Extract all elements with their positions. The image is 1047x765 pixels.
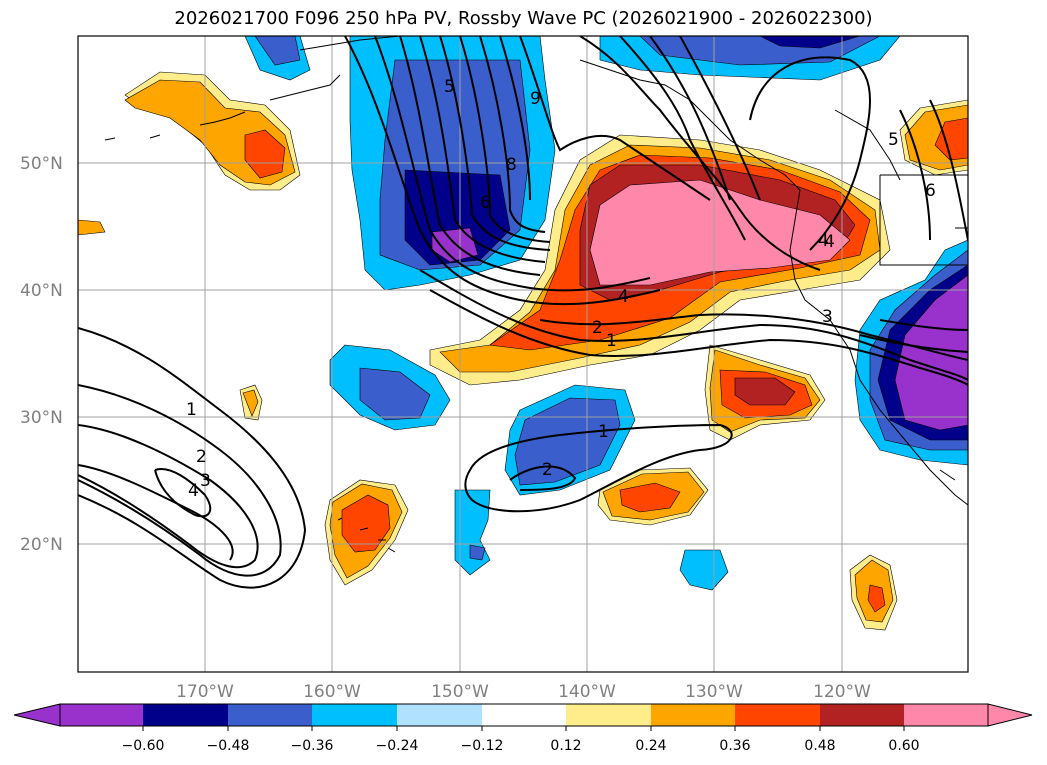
colorbar-high-extension: [987, 703, 1033, 727]
contour-label: 1: [186, 400, 197, 420]
plot-frame: [77, 35, 969, 673]
lon-label: 140°W: [558, 682, 616, 702]
lon-label: 120°W: [813, 682, 871, 702]
contour-label: 8: [506, 155, 517, 175]
contour-label: 4: [188, 481, 199, 501]
colorbar-tick-label: 0.36: [719, 738, 750, 754]
coastlines: [104, 36, 968, 553]
colorbar-tick-label: −0.48: [207, 738, 250, 754]
colorbar-ticks: −0.60 −0.48 −0.36 −0.24 −0.12 0.12 0.24 …: [122, 726, 920, 754]
map-gridlines: [78, 36, 968, 672]
colorbar-segment: [820, 704, 904, 726]
colorbar-segment: [904, 704, 988, 726]
colorbar-segment: [735, 704, 820, 726]
colorbar-tick-label: −0.24: [376, 738, 419, 754]
contour-labels: 5 9 8 6 4 4 2 1 5 6 4 3 1 2 1 2 3 4: [186, 77, 936, 501]
map-title: 2026021700 F096 250 hPa PV, Rossby Wave …: [174, 8, 873, 29]
contour-label: 4: [618, 287, 629, 307]
colorbar-tick-label: 0.24: [635, 738, 666, 754]
contour-label: 5: [888, 130, 899, 150]
contour-label: 6: [925, 181, 936, 201]
contour-label: 4: [824, 232, 835, 252]
colorbar-tick-label: 0.12: [550, 738, 581, 754]
latitude-labels: 50°N 40°N 30°N 20°N: [20, 154, 63, 555]
colorbar-segment: [143, 704, 228, 726]
colorbar-tick-label: −0.36: [291, 738, 334, 754]
plot-area: 5 9 8 6 4 4 2 1 5 6 4 3 1 2 1 2 3 4: [78, 36, 968, 672]
colorbar-tick-label: −0.60: [122, 738, 165, 754]
contour-label: 3: [200, 471, 211, 491]
strong-positive-core: [589, 179, 851, 286]
colorbar-segment: [312, 704, 397, 726]
lat-label: 20°N: [20, 535, 63, 555]
contour-label: 6: [480, 193, 491, 213]
lon-label: 150°W: [431, 682, 489, 702]
lat-label: 30°N: [20, 408, 63, 428]
colorbar-segment: [482, 704, 566, 726]
colorbar-segments: [59, 703, 989, 727]
lon-label: 160°W: [303, 682, 361, 702]
lon-label: 170°W: [176, 682, 234, 702]
colorbar-segment: [397, 704, 482, 726]
contour-label: 2: [592, 318, 603, 338]
contour-label: 4: [818, 231, 829, 251]
colorbar-low-extension: [13, 703, 61, 727]
contour-label: 2: [542, 460, 553, 480]
colorbar: −0.60 −0.48 −0.36 −0.24 −0.12 0.12 0.24 …: [13, 703, 1033, 754]
colorbar-segment: [566, 704, 651, 726]
lat-label: 50°N: [20, 154, 63, 174]
colorbar-segment: [651, 704, 735, 726]
contour-label: 3: [822, 307, 833, 327]
contour-label: 5: [444, 77, 455, 97]
colorbar-tick-label: 0.48: [804, 738, 835, 754]
contour-label: 1: [598, 422, 609, 442]
contour-label: 9: [530, 89, 541, 109]
colorbar-segment: [228, 704, 312, 726]
colorbar-tick-label: −0.12: [461, 738, 504, 754]
wave-pc-contours: [78, 36, 968, 589]
contour-label: 1: [606, 331, 617, 351]
colorbar-segment: [60, 704, 143, 726]
contour-label: 2: [196, 447, 207, 467]
lat-label: 40°N: [20, 281, 63, 301]
pv-anomaly-shading: [78, 36, 968, 631]
colorbar-tick-label: 0.60: [888, 738, 919, 754]
longitude-labels: 170°W 160°W 150°W 140°W 130°W 120°W: [176, 682, 871, 702]
lon-label: 130°W: [685, 682, 743, 702]
